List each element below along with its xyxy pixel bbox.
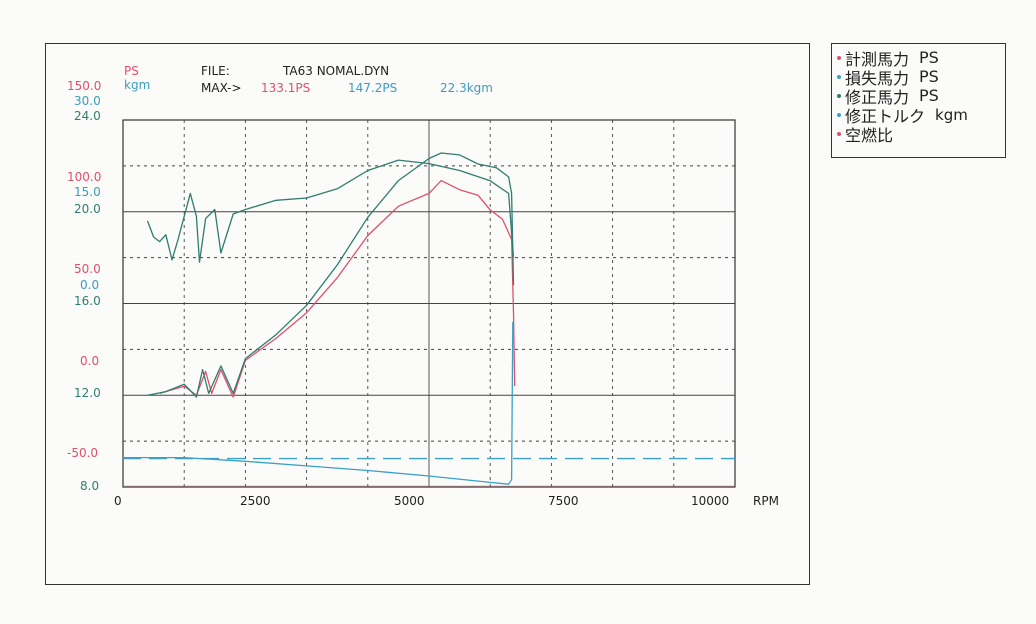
legend-label: 損失馬力 xyxy=(845,68,910,88)
ps-tick-150: 150.0 xyxy=(67,79,102,93)
legend-dot-icon xyxy=(837,93,841,98)
kgm-tick-16: 16.0 xyxy=(74,294,101,308)
legend-unit: PS xyxy=(919,48,939,67)
x-tick-10000: 10000 xyxy=(691,494,730,508)
legend-dot-icon xyxy=(837,131,841,136)
legend-label: 修正馬力 xyxy=(845,87,910,107)
kgm-tick-12: 12.0 xyxy=(74,386,101,400)
legend-label: 計測馬力 xyxy=(845,49,910,69)
kgm-unit-label: kgm xyxy=(124,78,151,92)
legend-dot-icon xyxy=(837,55,841,60)
ps2-tick-30: 30.0 xyxy=(74,94,101,108)
legend-unit: PS xyxy=(919,86,939,105)
max-label: MAX-> xyxy=(201,81,242,95)
legend-item: 修正馬力 PS xyxy=(837,86,1005,107)
ps-unit-label: PS xyxy=(124,64,139,78)
corrected-power-line xyxy=(147,152,515,398)
measured-power-line xyxy=(159,179,516,398)
ps-tick-100: 100.0 xyxy=(67,170,102,184)
legend: 計測馬力 PS 損失馬力 PS 修正馬力 PS 修正トルク kgm 空燃比 xyxy=(831,43,1006,158)
dyno-report-frame xyxy=(45,43,810,585)
max-measured-ps: 133.1PS xyxy=(261,81,311,95)
ps-tick-50: 50.0 xyxy=(74,262,101,276)
x-tick-0: 0 xyxy=(114,494,122,508)
kgm-tick-8: 8.0 xyxy=(80,479,100,493)
corrected-torque-line xyxy=(146,159,515,263)
legend-dot-icon xyxy=(837,74,841,79)
legend-label: 修正トルク xyxy=(845,106,926,126)
ps-tick-0: 0.0 xyxy=(80,354,100,368)
legend-item: 修正トルク kgm xyxy=(837,105,1005,126)
ps2-tick-15: 15.0 xyxy=(74,185,101,199)
ps2-tick-0: 0.0 xyxy=(80,278,100,292)
x-tick-2500: 2500 xyxy=(240,494,271,508)
max-torque: 22.3kgm xyxy=(440,81,493,95)
kgm-tick-24: 24.0 xyxy=(74,109,101,123)
loss-power-line xyxy=(123,321,514,485)
max-corrected-ps: 147.2PS xyxy=(348,81,398,95)
kgm-tick-20: 20.0 xyxy=(74,202,101,216)
legend-unit: PS xyxy=(919,67,939,86)
x-tick-5000: 5000 xyxy=(394,494,425,508)
legend-dot-icon xyxy=(837,112,841,117)
legend-label: 空燃比 xyxy=(845,125,894,145)
ps-tick-minus50: -50.0 xyxy=(67,446,99,460)
x-tick-7500: 7500 xyxy=(548,494,579,508)
file-name: TA63 NOMAL.DYN xyxy=(283,64,390,78)
file-label: FILE: xyxy=(201,64,230,78)
legend-unit: kgm xyxy=(935,105,968,124)
legend-item: 損失馬力 PS xyxy=(837,67,1005,88)
legend-item: 計測馬力 PS xyxy=(837,48,1005,69)
legend-item: 空燃比 xyxy=(837,124,1005,145)
x-axis-label: RPM xyxy=(753,494,779,508)
